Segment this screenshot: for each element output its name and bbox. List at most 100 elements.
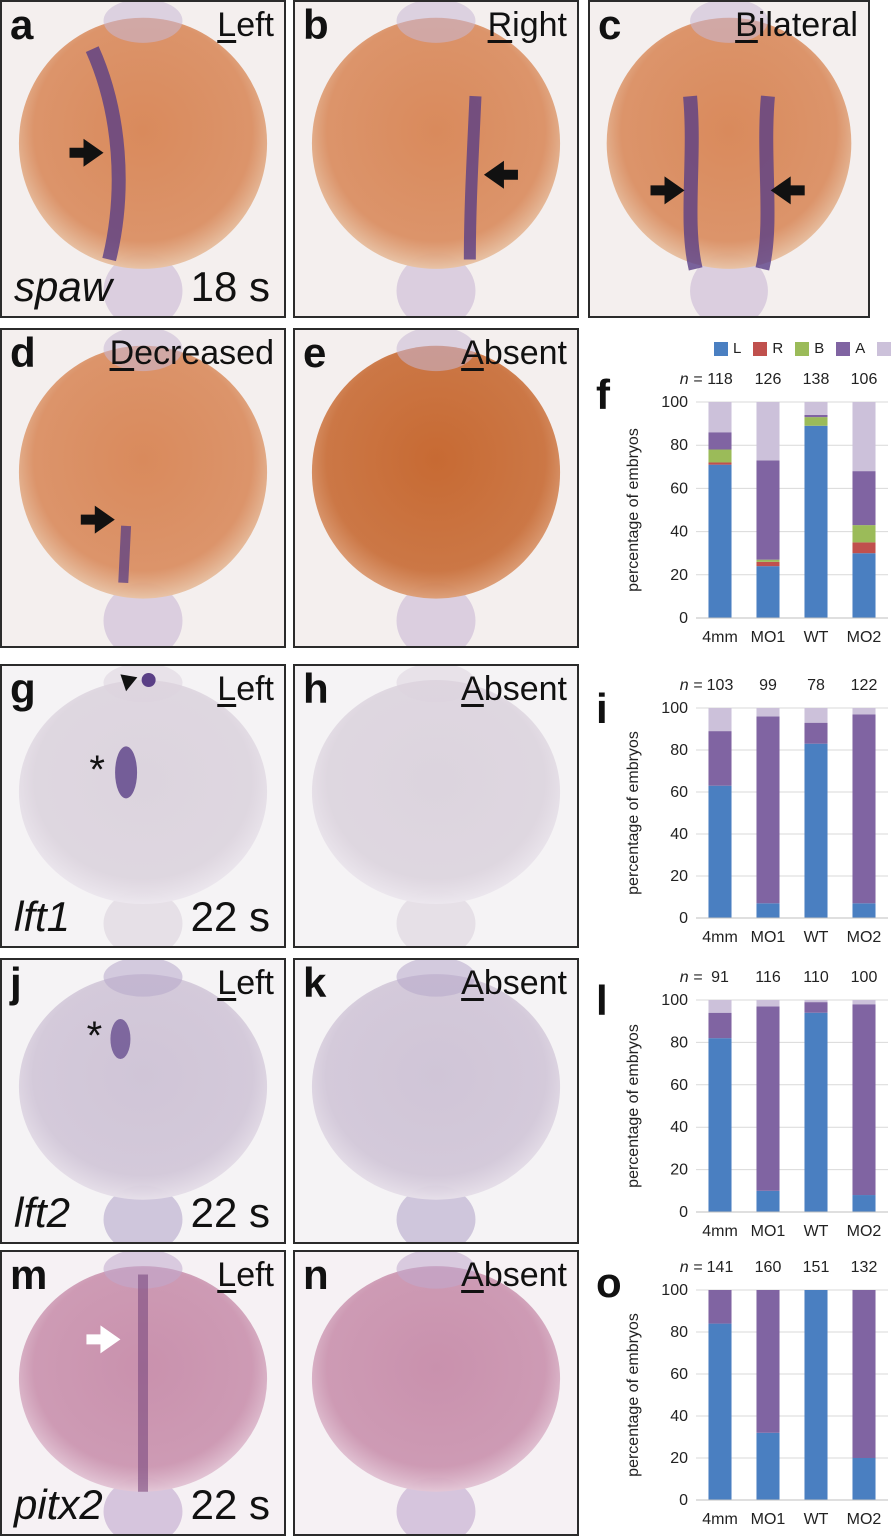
panel-letter: e	[303, 329, 327, 376]
chart-legend: L R B A D	[714, 340, 896, 357]
bar-segment-L	[852, 1195, 876, 1212]
legend-swatch-A	[836, 341, 851, 356]
n-count-label: 116	[755, 969, 781, 986]
x-tick-label: WT	[804, 629, 829, 646]
embryo-yolk	[311, 1266, 561, 1492]
tail-bud	[396, 890, 476, 946]
legend-item-D: D	[877, 340, 896, 357]
head-region	[396, 1252, 476, 1289]
bar-segment-A	[852, 1290, 876, 1458]
bar-segment-A	[708, 1012, 732, 1039]
legend-item-R: R	[753, 340, 783, 357]
panel-letter: g	[10, 665, 36, 712]
tail-bud	[103, 582, 183, 646]
asterisk-marker: *	[86, 1014, 103, 1059]
embryo-illustration	[2, 330, 284, 646]
bar-segment-D	[756, 708, 780, 717]
bar-segment-B	[708, 449, 732, 463]
y-tick-label: 0	[679, 610, 688, 627]
x-tick-label: 4mm	[702, 629, 738, 646]
y-tick-label: 80	[670, 742, 688, 759]
panel-b-image: b Right	[293, 0, 579, 318]
gene-label: pitx2	[14, 1481, 103, 1528]
bar-segment-L	[804, 425, 828, 618]
x-tick-label: 4mm	[702, 929, 738, 946]
y-tick-label: 20	[670, 567, 688, 584]
embryo-yolk	[18, 345, 268, 599]
bar-segment-D	[852, 708, 876, 715]
tail-bud	[396, 582, 476, 646]
y-tick-label: 80	[670, 1324, 688, 1341]
expression-category: Right	[487, 6, 567, 44]
white-arrow-icon	[86, 1325, 121, 1354]
bar-segment-R	[852, 542, 876, 554]
bar-segment-D	[756, 402, 780, 461]
x-tick-label: MO2	[847, 629, 882, 646]
head-region	[103, 330, 183, 372]
expression-category: Left	[217, 964, 274, 1002]
bar-segment-A	[852, 471, 876, 526]
n-count-label: 151	[803, 1259, 830, 1276]
bar-segment-D	[852, 402, 876, 472]
head-region	[103, 960, 183, 997]
bar-segment-A	[804, 414, 828, 418]
expression-domain	[463, 95, 482, 260]
bar-segment-D	[804, 402, 828, 415]
tail-bud	[103, 890, 183, 946]
n-count-label: 126	[755, 371, 782, 388]
bar-segment-B	[852, 525, 876, 543]
y-tick-label: 80	[670, 1034, 688, 1051]
y-tick-label: 20	[670, 868, 688, 885]
tail-bud	[396, 1185, 476, 1242]
panel-letter: m	[10, 1251, 48, 1298]
stacked-bar-chart: percentage of embryos 0 20 40 60 80 100 4mm 118 M…	[625, 371, 888, 646]
panel-letter-o: o	[596, 1259, 622, 1306]
panel-letter: a	[10, 1, 34, 48]
expression-spot	[141, 673, 156, 687]
legend-item-B: B	[795, 340, 824, 357]
y-tick-label: 40	[670, 524, 688, 541]
n-count-label: 99	[759, 677, 777, 694]
x-tick-label: MO1	[751, 929, 786, 946]
bar-segment-L	[852, 903, 876, 918]
y-axis-label: percentage of embryos	[625, 1024, 642, 1188]
stacked-bar-chart: percentage of embryos 0 20 40 60 80 100 4mm 103 M…	[625, 677, 888, 946]
stacked-bar-chart: percentage of embryos 0 20 40 60 80 100 4mm 91 MO…	[625, 969, 888, 1240]
panel-e-image: e Absent	[293, 328, 579, 648]
arrowhead-icon	[120, 674, 138, 692]
panel-letter: j	[10, 959, 22, 1006]
expression-domain-right	[755, 95, 775, 271]
bar-segment-L	[756, 566, 780, 618]
legend-label: L	[733, 340, 742, 357]
bar-segment-A	[756, 716, 780, 904]
expression-domain	[110, 1018, 131, 1059]
bar-segment-R	[708, 462, 732, 465]
y-tick-label: 20	[670, 1162, 688, 1179]
x-tick-label: WT	[804, 1223, 829, 1240]
panel-a-image: a Left spaw 18 s	[0, 0, 286, 318]
panel-m-image: m Left pitx2 22 s	[0, 1250, 286, 1536]
bar-segment-D	[756, 1000, 780, 1007]
bar-segment-L	[708, 1323, 732, 1500]
chart-i: percentage of embryos 0 20 40 60 80 100 4mm 103 M…	[606, 668, 896, 954]
x-tick-label: WT	[804, 929, 829, 946]
chart-l: percentage of embryos 0 20 40 60 80 100 4mm 91 MO…	[606, 960, 896, 1248]
n-count-label: 100	[851, 969, 878, 986]
bar-segment-A	[804, 722, 828, 744]
bar-segment-L	[804, 1012, 828, 1212]
bar-segment-D	[804, 708, 828, 723]
legend-label: B	[814, 340, 825, 357]
panel-n-image: n Absent	[293, 1250, 579, 1536]
expression-category: Bilateral	[735, 6, 858, 44]
bar-segment-L	[756, 1190, 780, 1212]
y-tick-label: 60	[670, 480, 688, 497]
tail-bud	[396, 1477, 476, 1534]
y-tick-label: 60	[670, 784, 688, 801]
panel-k-image: k Absent	[293, 958, 579, 1244]
stage-label: 22 s	[190, 893, 270, 940]
legend-swatch-B	[795, 341, 810, 356]
y-tick-label: 100	[661, 394, 688, 411]
embryo-yolk	[18, 974, 268, 1200]
chart-f: percentage of embryos 0 20 40 60 80 100 4mm 118 M…	[606, 362, 896, 654]
tail-bud	[690, 253, 768, 316]
